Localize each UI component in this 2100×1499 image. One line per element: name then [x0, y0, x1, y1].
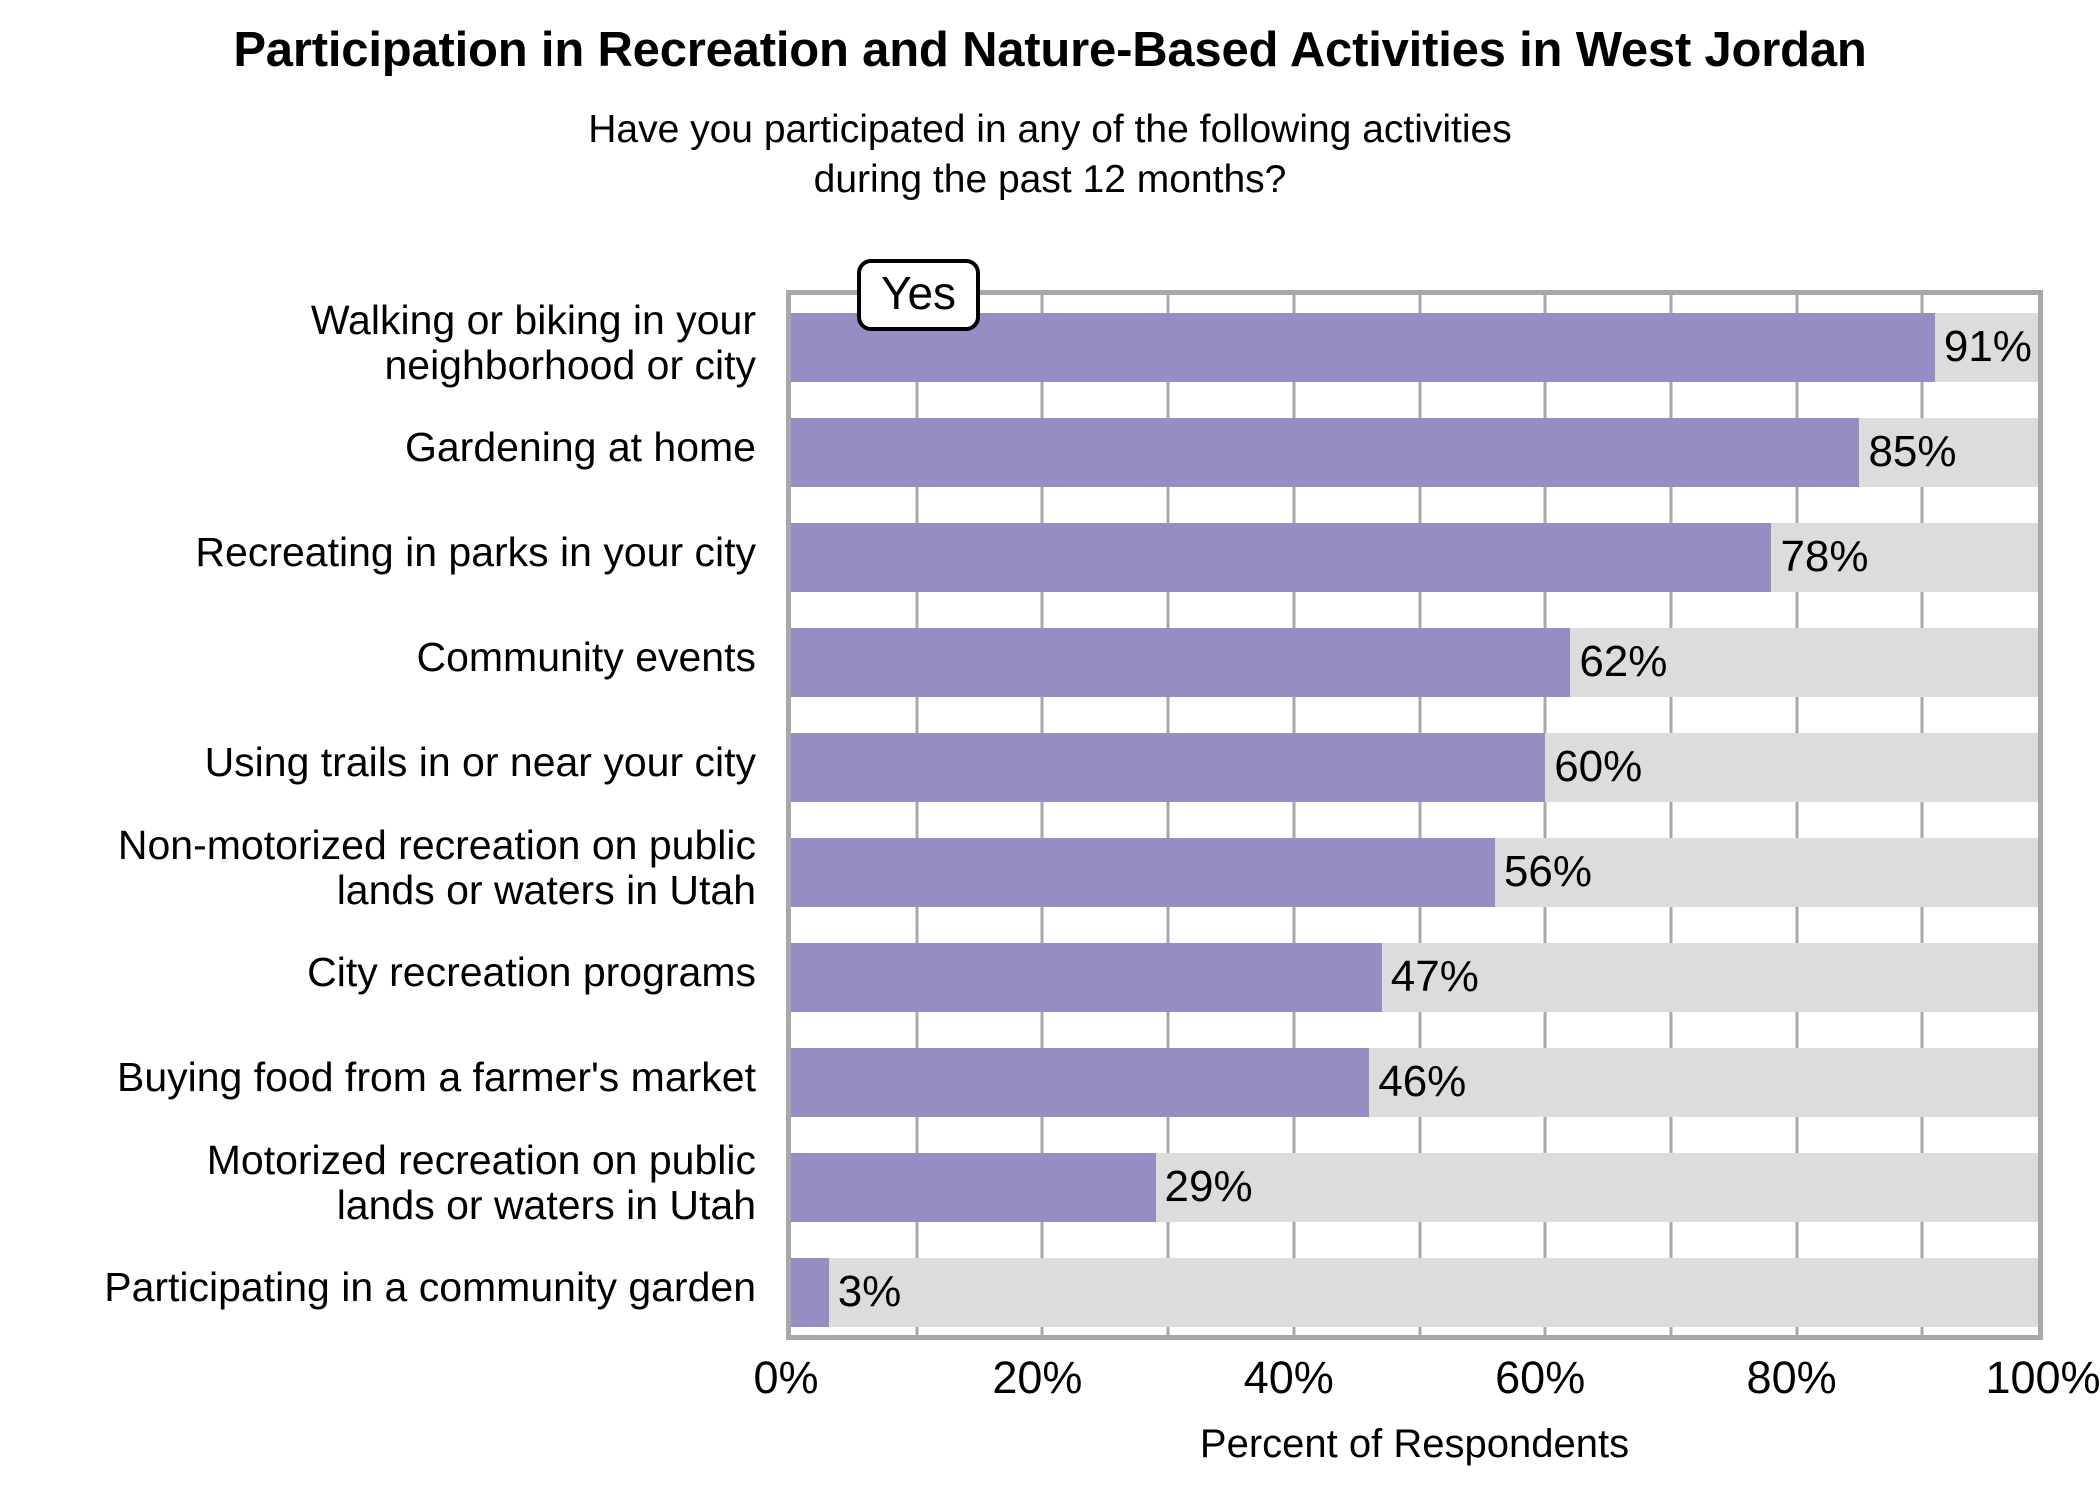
y-axis-category-label: Gardening at home [404, 424, 756, 470]
y-axis-category-label: Participating in a community garden [104, 1264, 756, 1310]
plot-area: 91% 85% 78% 62% 60% 56% 47% 46% 29% 3% [786, 290, 2043, 1340]
bar[interactable] [791, 418, 1860, 487]
x-axis-title: Percent of Respondents [1199, 1422, 1630, 1466]
y-axis-category-label: Walking or biking in your neighborhood o… [310, 296, 756, 388]
bar-row[interactable]: 62% [791, 628, 2038, 697]
bar[interactable] [791, 838, 1495, 907]
bar[interactable] [791, 628, 1571, 697]
bar-row[interactable]: 60% [791, 733, 2038, 802]
bar-row[interactable]: 46% [791, 1048, 2038, 1117]
bar[interactable] [791, 1153, 1156, 1222]
legend-series-yes[interactable]: Yes [857, 259, 981, 331]
bar-track [791, 1258, 2038, 1327]
bar-row[interactable]: 3% [791, 1258, 2038, 1327]
chart-title: Participation in Recreation and Nature-B… [233, 23, 1867, 77]
chart-subtitle: Have you participated in any of the foll… [0, 105, 2100, 205]
chart-subtitle-line-2: during the past 12 months? [813, 158, 1287, 201]
x-axis-tick-label: 100% [1985, 1352, 2100, 1403]
x-axis-tick-label: 0% [753, 1352, 819, 1403]
bar-value-label: 56% [1503, 847, 1592, 897]
bar-row[interactable]: 85% [791, 418, 2038, 487]
bar-value-label: 46% [1378, 1057, 1467, 1107]
bar[interactable] [791, 1048, 1370, 1117]
x-axis-tick-label: 40% [1243, 1352, 1334, 1403]
bar[interactable] [791, 313, 1935, 382]
bar-row[interactable]: 47% [791, 943, 2038, 1012]
bar-value-label: 85% [1868, 427, 1957, 477]
y-axis-category-label: Motorized recreation on public lands or … [206, 1136, 756, 1228]
x-axis-tick-label: 80% [1746, 1352, 1837, 1403]
bar-row[interactable]: 56% [791, 838, 2038, 907]
bar[interactable] [791, 1258, 829, 1327]
y-axis-category-labels: Walking or biking in your neighborhood o… [0, 290, 770, 1340]
x-axis-tick-label: 60% [1495, 1352, 1586, 1403]
bar-row[interactable]: 78% [791, 523, 2038, 592]
bar-value-label: 62% [1579, 637, 1668, 687]
bar-value-label: 78% [1780, 532, 1869, 582]
x-axis-tick-label: 20% [992, 1352, 1083, 1403]
chart-subtitle-line-1: Have you participated in any of the foll… [588, 108, 1512, 151]
bar-rows: 91% 85% 78% 62% 60% 56% 47% 46% 29% 3% [791, 295, 2038, 1335]
bar[interactable] [791, 733, 1546, 802]
bar-value-label: 60% [1554, 742, 1643, 792]
bar[interactable] [791, 943, 1382, 1012]
bar[interactable] [791, 523, 1772, 592]
bar-value-label: 3% [837, 1267, 902, 1317]
bar-row[interactable]: 29% [791, 1153, 2038, 1222]
bar-value-label: 91% [1943, 322, 2032, 372]
y-axis-category-label: City recreation programs [307, 949, 756, 995]
y-axis-category-label: Community events [416, 634, 756, 680]
y-axis-category-label: Non-motorized recreation on public lands… [117, 821, 756, 913]
y-axis-category-label: Recreating in parks in your city [195, 529, 756, 575]
bar-row[interactable]: 91% [791, 313, 2038, 382]
bar-value-label: 47% [1390, 952, 1479, 1002]
bar-value-label: 29% [1164, 1162, 1253, 1212]
y-axis-category-label: Using trails in or near your city [204, 739, 756, 785]
y-axis-category-label: Buying food from a farmer's market [116, 1054, 756, 1100]
x-axis-tick-labels: 0% 20% 40% 60% 80% 100% [0, 1352, 2100, 1412]
